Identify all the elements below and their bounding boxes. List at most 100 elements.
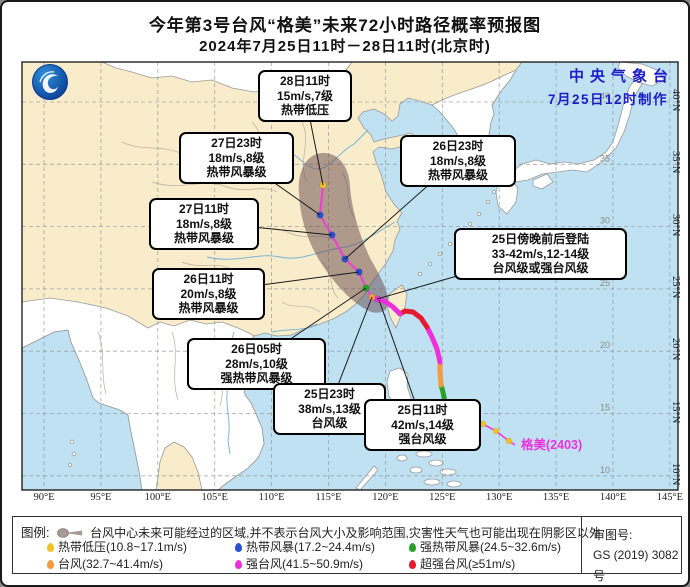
taiwan-island [386,284,408,329]
lat-tick-label: 15°N [670,400,681,423]
cma-logo [32,64,68,100]
forecast-label-line: 热带风暴级 [206,165,267,180]
page-title: 今年第3号台风“格美”未来72小时路径概率预报图 [148,16,542,35]
lon-tick-label: 135°E [542,492,570,503]
forecast-label-fc-26-23: 26日23时 18m/s,8级 热带风暴级 [400,135,516,187]
agency-name: 中央气象台 [568,68,674,85]
forecast-label-line: 28日11时 [279,74,331,88]
forecast-label-fc-27-11: 27日11时 18m/s,8级 热带风暴级 [149,198,259,250]
forecast-label-fc-26-05: 26日05时 28m/s,10级 强热带风暴级 [187,338,326,390]
lon-tick-label: 110°E [258,492,285,503]
lon-tick-label: 95°E [90,492,112,503]
legend: 图例: 台风中心未来可能经过的区域,并不表示台风大小及影响范围,灾害性天气也可能… [12,516,682,583]
graticule: 40 35 30 25 20 15 10 [22,62,678,490]
observed-intensity-segment [424,324,443,365]
forecast-label-line: 28m/s,10级 [225,356,288,371]
typhoon-name-label: 格美(2403) [521,437,582,452]
legend-item-label: 强热带风暴(24.5~32.6m/s) [420,540,562,554]
legend-item-label: 强台风(41.5~50.9m/s) [246,557,364,571]
agency-watermark: 中央气象台 7月25日12时制作 [548,65,668,108]
lat-tick-label: 10°N [670,462,681,486]
lon-tick-label: 120°E [372,492,399,503]
forecast-label-line: 25日23时 [304,387,355,401]
inner-lat-number: 30 [600,216,610,226]
japan-hokkaido [617,62,665,87]
forecast-label-fc-28-11: 28日11时 15m/s,7级 热带低压 [258,70,352,122]
legend-item-yellow: 热带低压(10.8~17.1m/s) [47,538,187,555]
forecast-label-fc-26-11: 26日11时 20m/s,8级 热带风暴级 [152,268,265,320]
forecast-label-line: 18m/s,8级 [208,150,265,165]
lon-tick-label: 115°E [315,492,342,503]
forecast-label-line: 42m/s,14级 [391,417,454,432]
legend-item-label: 台风(32.7~41.4m/s) [58,557,164,571]
lon-tick-label: 125°E [429,492,456,503]
observed-track-point [492,427,500,435]
forecast-label-fc-25-11: 25日11时 42m/s,14级 强台风级 [364,399,481,451]
forecast-label-line: 强台风级 [398,432,447,447]
lat-tick-label: 30°N [670,213,681,236]
forecast-label-line: 38m/s,13级 [298,401,361,416]
forecast-label-line: 18m/s,8级 [429,153,487,168]
forecast-label-line: 热带风暴级 [178,301,239,316]
forecast-label-line: 热带风暴级 [427,168,488,183]
forecast-label-line: 25日11时 [397,403,448,417]
forecast-label-line: 热带低压 [280,103,329,118]
lat-tick-label: 20°N [670,338,681,361]
lon-tick-label: 140°E [599,492,627,503]
inner-lat-number: 15 [600,403,610,413]
inner-lat-number: 35 [600,153,610,163]
lon-tick-label: 130°E [486,492,513,503]
legend-prefix: 图例: [21,526,50,540]
inner-lat-number: 25 [600,278,610,288]
forecast-label-line: 33-42m/s,12-14级 [491,246,590,261]
inner-lat-number: 20 [600,340,610,350]
legend-item-blue: 热带风暴(17.2~24.4m/s) [235,538,375,555]
forecast-label-line: 26日11时 [183,272,234,286]
review-label: 审图号: [593,528,633,542]
legend-item-orange: 台风(32.7~41.4m/s) [47,555,163,572]
map-frame [21,61,679,491]
magenta-intensity-dot [235,560,242,569]
forecast-label-line: 25日傍晚前后登陆 [491,232,590,246]
forecast-label-line: 20m/s,8级 [180,286,237,301]
legend-item-magenta: 强台风(41.5~50.9m/s) [235,555,363,572]
observed-intensity-segment [397,308,430,330]
lon-tick-label: 100°E [144,492,171,503]
review-number: GS (2019) 3082号 [593,548,679,583]
forecast-label-line: 26日05时 [231,342,282,356]
forecast-label-line: 台风级或强台风级 [492,261,589,276]
legend-note: 台风中心未来可能经过的区域,并不表示台风大小及影响范围,灾害性天气也可能出现在阴… [90,526,601,540]
issue-time: 7月25日12时制作 [547,92,668,107]
legend-item-red: 超强台风(≥51m/s) [409,555,515,572]
legend-item-label: 热带低压(10.8~17.1m/s) [58,540,188,554]
forecast-label-line: 热带风暴级 [173,231,234,246]
japan-shikoku [532,173,554,190]
page-subtitle: 2024年7月25日11时－28日11时(北京时) [199,38,491,55]
blue-intensity-dot [235,543,242,552]
observed-track-point [505,437,513,445]
lon-tick-label: 105°E [201,492,228,503]
cone-icon [57,528,82,538]
yellow-intensity-dot [47,543,54,552]
legend-item-label: 超强台风(≥51m/s) [420,557,516,571]
forecast-label-line: 18m/s,8级 [175,216,233,231]
observed-intensity-segment [376,296,403,317]
legend-note-row: 图例: 台风中心未来可能经过的区域,并不表示台风大小及影响范围,灾害性天气也可能… [21,522,601,541]
green-intensity-dot [409,543,416,552]
lat-tick-label: 40°N [670,89,681,112]
forecast-label-line: 26日23时 [432,139,484,153]
forecast-label-fc-landfall: 25日傍晚前后登陆 33-42m/s,12-14级 台风级或强台风级 [454,228,627,280]
lon-tick-label: 90°E [33,492,55,503]
lat-tick-label: 35°N [670,151,681,174]
red-intensity-dot [409,560,416,569]
lat-tick-label: 25°N [670,275,681,299]
forecast-label-line: 台风级 [311,416,348,431]
map-review-number: 审图号: GS (2019) 3082号 [593,525,681,585]
forecast-label-line: 27日23时 [211,136,262,150]
legend-divider [581,517,582,573]
forecast-label-fc-27-23: 27日23时 18m/s,8级 热带风暴级 [179,132,294,184]
orange-intensity-dot [47,560,54,569]
observed-intensity-segment [437,359,444,388]
legend-item-green: 强热带风暴(24.5~32.6m/s) [409,538,561,555]
